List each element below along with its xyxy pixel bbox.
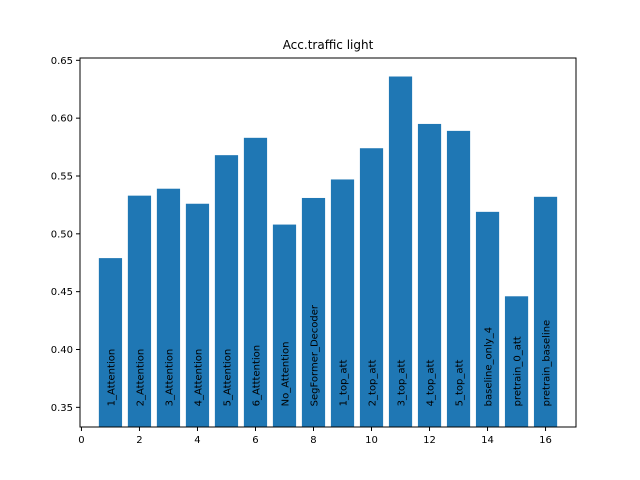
bar-label-8: SegFormer_Decoder [309, 304, 320, 406]
bar-1 [98, 258, 123, 427]
y-tick-label: 0.35 [51, 403, 73, 414]
bar-label-11: 3_top_att [397, 360, 408, 407]
x-tick-label: 10 [365, 435, 378, 446]
bar-labels-group: 1_Attention 2_Attention 3_Attention 4_Atten… [106, 304, 552, 406]
bar-label-4: 4_Attention [193, 349, 204, 407]
y-tick-label: 0.60 [51, 114, 73, 125]
bar-15 [504, 296, 529, 427]
plot-frame [79, 57, 577, 428]
bar-label-3: 3_Attention [164, 349, 175, 407]
bar-label-9: 1_top_att [339, 360, 350, 407]
x-tick-label: 6 [252, 435, 258, 446]
bar-9 [330, 179, 355, 427]
bar-label-12: 4_top_att [426, 360, 437, 407]
y-tick-label: 0.65 [51, 56, 73, 67]
bar-7 [272, 224, 297, 427]
x-tick-label: 12 [423, 435, 436, 446]
y-tick-label: 0.50 [51, 229, 73, 240]
chart-title: Acc.traffic light [283, 38, 374, 52]
bar-label-14: baseline_only_4 [484, 327, 495, 406]
bar-10 [359, 148, 384, 427]
bar-3 [156, 188, 181, 427]
bar-12 [417, 123, 442, 427]
bars-group [98, 76, 558, 427]
bar-6 [243, 137, 268, 427]
bar-label-16: pretrain_baseline [542, 320, 553, 407]
bar-label-1: 1_Attention [106, 349, 117, 407]
bar-label-6: 6_Atttention [251, 345, 262, 406]
bar-label-13: 5_top_att [455, 360, 466, 407]
x-tick-label: 4 [194, 435, 200, 446]
bar-4 [185, 203, 210, 427]
x-tick-label: 0 [78, 435, 84, 446]
y-tick-label: 0.40 [51, 345, 73, 356]
bar-8 [301, 197, 326, 427]
bar-16 [533, 196, 558, 427]
y-tick-label: 0.55 [51, 171, 73, 182]
bar-label-2: 2_Attention [135, 349, 146, 407]
x-tick-label: 2 [136, 435, 142, 446]
x-axis: 0 2 4 6 8 10 12 14 16 [78, 427, 552, 446]
bar-label-15: pretrain_0_att [513, 336, 524, 406]
x-tick-label: 16 [539, 435, 552, 446]
bar-label-7: No_Attention [280, 342, 291, 407]
bar-11 [388, 76, 413, 427]
bar-label-5: 5_Attention [222, 349, 233, 407]
bar-2 [127, 195, 152, 427]
bar-13 [446, 130, 471, 427]
y-tick-label: 0.45 [51, 287, 73, 298]
bar-5 [214, 155, 239, 427]
bar-label-10: 2_top_att [368, 360, 379, 407]
y-axis: 0.35 0.40 0.45 0.50 0.55 0.60 0.65 [51, 56, 80, 414]
x-tick-label: 8 [310, 435, 316, 446]
bar-14 [475, 211, 500, 427]
x-tick-label: 14 [481, 435, 494, 446]
